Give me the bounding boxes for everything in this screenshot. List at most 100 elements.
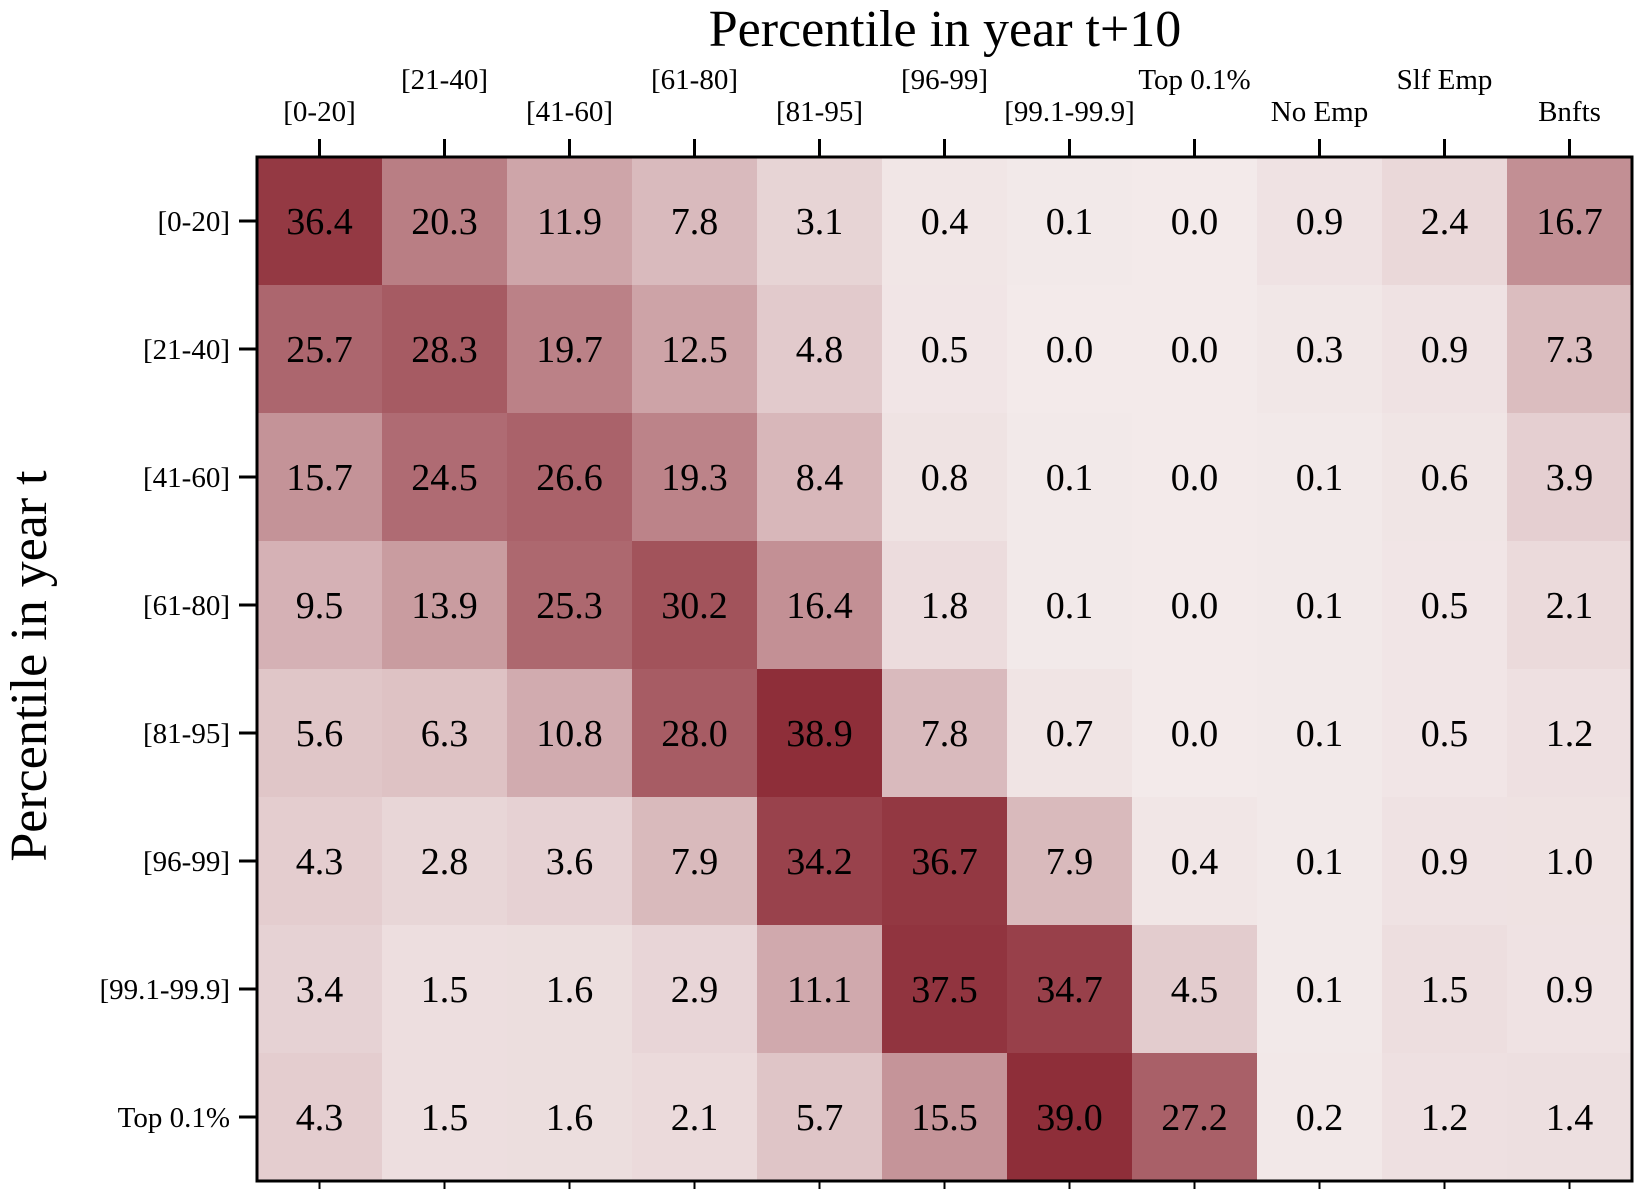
cell-value-label: 0.1 <box>1296 841 1344 883</box>
heatmap-cell <box>1382 157 1508 286</box>
y-axis: [0-20] [21-40] [41-60] [61-80] [81-95] [96-99… <box>100 206 257 1134</box>
cell-value-label: 2.8 <box>421 841 469 883</box>
cell-value-label: 0.0 <box>1171 457 1219 499</box>
cell-value-label: 15.5 <box>911 1097 978 1139</box>
cell-value-label: 34.2 <box>786 841 853 883</box>
cell-value-label: 0.5 <box>1421 585 1469 627</box>
cell-value-label: 1.2 <box>1546 713 1594 755</box>
heatmap-cell <box>1382 797 1508 926</box>
heatmap-cell <box>382 669 508 798</box>
heatmap-cell <box>382 925 508 1054</box>
cell-value-label: 2.1 <box>671 1097 719 1139</box>
cell-value-label: 38.9 <box>786 713 853 755</box>
cell-value-label: 0.2 <box>1296 1097 1344 1139</box>
cell-value-label: 0.7 <box>1046 713 1094 755</box>
heatmap-cell <box>632 1053 758 1182</box>
x-tick-label: [0-20] <box>283 96 355 128</box>
cell-value-label: 27.2 <box>1161 1097 1228 1139</box>
heatmap-cell-labels: 36.4 20.3 11.9 7.8 3.1 0.4 0.1 0.0 0.9 2.4 16.7 25.… <box>286 201 1603 1139</box>
cell-value-label: 1.2 <box>1421 1097 1469 1139</box>
cell-value-label: 16.7 <box>1536 201 1603 243</box>
y-tick-label: [41-60] <box>143 462 230 494</box>
cell-value-label: 8.4 <box>796 457 844 499</box>
heatmap-cell <box>757 157 883 286</box>
heatmap-cell <box>882 1053 1008 1182</box>
heatmap-cell <box>632 797 758 926</box>
heatmap-cell <box>1007 157 1133 286</box>
cell-value-label: 1.6 <box>546 969 594 1011</box>
cell-value-label: 12.5 <box>661 329 728 371</box>
heatmap-cell <box>507 413 633 542</box>
heatmap-cell <box>1007 285 1133 414</box>
y-tick-label: [81-95] <box>143 718 230 750</box>
heatmap-cell <box>1507 541 1633 670</box>
cell-value-label: 0.9 <box>1296 201 1344 243</box>
cell-value-label: 37.5 <box>911 969 978 1011</box>
cell-value-label: 1.5 <box>1421 969 1469 1011</box>
cell-value-label: 0.1 <box>1296 585 1344 627</box>
heatmap-cell <box>757 797 883 926</box>
cell-value-label: 36.7 <box>911 841 978 883</box>
heatmap-cell <box>257 797 383 926</box>
heatmap-cell <box>1007 669 1133 798</box>
heatmap-cell <box>1257 1053 1383 1182</box>
x-tick-label: Bnfts <box>1538 96 1601 128</box>
y-axis-label: Percentile in year t <box>1 470 58 862</box>
cell-value-label: 0.0 <box>1171 201 1219 243</box>
heatmap-cell <box>1132 797 1258 926</box>
heatmap-cell <box>382 1053 508 1182</box>
heatmap-cell <box>1257 413 1383 542</box>
heatmap-cell <box>1382 669 1508 798</box>
heatmap-cell <box>1007 1053 1133 1182</box>
cell-value-label: 0.0 <box>1171 585 1219 627</box>
cell-value-label: 0.0 <box>1171 713 1219 755</box>
cell-value-label: 0.5 <box>921 329 969 371</box>
y-tick-label: [99.1-99.9] <box>100 974 230 1006</box>
heatmap-cell <box>1257 541 1383 670</box>
heatmap-cell <box>1507 157 1633 286</box>
heatmap-cell <box>507 1053 633 1182</box>
heatmap-cell <box>1007 797 1133 926</box>
heatmap-cell <box>632 157 758 286</box>
heatmap-cell <box>507 157 633 286</box>
cell-value-label: 0.6 <box>1421 457 1469 499</box>
cell-value-label: 0.9 <box>1546 969 1594 1011</box>
cell-value-label: 2.1 <box>1546 585 1594 627</box>
cell-value-label: 39.0 <box>1036 1097 1103 1139</box>
heatmap-cell <box>757 1053 883 1182</box>
heatmap-cell <box>882 285 1008 414</box>
x-tick-label: [61-80] <box>651 64 738 96</box>
heatmap-cell <box>257 541 383 670</box>
cell-value-label: 1.6 <box>546 1097 594 1139</box>
cell-value-label: 24.5 <box>411 457 478 499</box>
y-tick-label: [61-80] <box>143 590 230 622</box>
x-tick-label: Top 0.1% <box>1138 64 1250 96</box>
y-tick-label: [21-40] <box>143 334 230 366</box>
cell-value-label: 1.5 <box>421 1097 469 1139</box>
cell-value-label: 3.9 <box>1546 457 1594 499</box>
heatmap-cell <box>1382 1053 1508 1182</box>
cell-value-label: 0.1 <box>1046 201 1094 243</box>
heatmap-cell <box>382 541 508 670</box>
heatmap-cell <box>1382 413 1508 542</box>
heatmap-cell <box>632 285 758 414</box>
heatmap-cell <box>1507 1053 1633 1182</box>
cell-value-label: 7.9 <box>671 841 719 883</box>
cell-value-label: 0.5 <box>1421 713 1469 755</box>
chart-title: Percentile in year t+10 <box>709 1 1182 58</box>
cell-value-label: 19.7 <box>536 329 603 371</box>
cell-value-label: 6.3 <box>421 713 469 755</box>
cell-value-label: 5.6 <box>296 713 344 755</box>
heatmap-cell <box>382 413 508 542</box>
cell-value-label: 4.3 <box>296 841 344 883</box>
cell-value-label: 0.1 <box>1046 457 1094 499</box>
heatmap-cell <box>1007 541 1133 670</box>
plot-frame <box>255 155 1634 1183</box>
x-tick-label: [41-60] <box>526 96 613 128</box>
cell-value-label: 13.9 <box>411 585 478 627</box>
heatmap-cell <box>1257 669 1383 798</box>
heatmap-cell <box>1132 669 1258 798</box>
cell-value-label: 25.3 <box>536 585 603 627</box>
heatmap-cell <box>1507 925 1633 1054</box>
